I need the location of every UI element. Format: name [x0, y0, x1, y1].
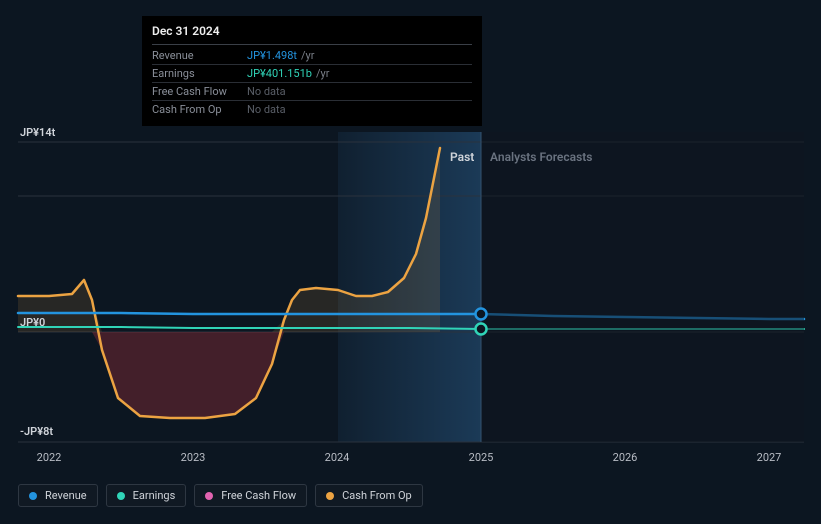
tooltip-row: Cash From OpNo data	[152, 101, 472, 118]
legend-dot	[205, 492, 213, 500]
chart-tooltip: Dec 31 2024 RevenueJP¥1.498t/yrEarningsJ…	[142, 16, 482, 126]
tooltip-row-label: Cash From Op	[152, 103, 247, 116]
x-axis-tick: 2022	[37, 451, 62, 464]
x-axis-tick: 2027	[757, 451, 782, 464]
x-axis-tick: 2026	[613, 451, 638, 464]
tooltip-row-value: No data	[247, 85, 286, 98]
tooltip-row-suffix: /yr	[301, 49, 314, 62]
tooltip-row-value: No data	[247, 103, 286, 116]
x-axis-tick: 2025	[469, 451, 494, 464]
x-axis-tick: 2024	[325, 451, 350, 464]
tooltip-date: Dec 31 2024	[152, 24, 472, 42]
y-axis-zero-label: JP¥0	[20, 316, 45, 329]
legend-item[interactable]: Free Cash Flow	[194, 484, 307, 507]
legend-label: Free Cash Flow	[221, 489, 296, 502]
y-axis-min-label: -JP¥8t	[20, 425, 53, 438]
y-axis-max-label: JP¥14t	[20, 126, 55, 139]
tooltip-divider	[152, 44, 472, 45]
past-label: Past	[450, 150, 474, 164]
legend-dot	[326, 492, 334, 500]
tooltip-row-value: JP¥1.498t	[247, 49, 297, 62]
legend-item[interactable]: Cash From Op	[315, 484, 423, 507]
legend-dot	[29, 492, 37, 500]
chart-legend: Revenue Earnings Free Cash Flow Cash From O…	[18, 484, 423, 507]
tooltip-row-label: Revenue	[152, 49, 247, 62]
tooltip-row-suffix: /yr	[316, 67, 329, 80]
x-axis-tick: 2023	[181, 451, 206, 464]
tooltip-row-label: Free Cash Flow	[152, 85, 247, 98]
tooltip-row: RevenueJP¥1.498t/yr	[152, 47, 472, 65]
forecast-label: Analysts Forecasts	[490, 150, 592, 164]
legend-item[interactable]: Earnings	[106, 484, 187, 507]
tooltip-row-value: JP¥401.151b	[247, 67, 312, 80]
legend-dot	[117, 492, 125, 500]
legend-label: Earnings	[133, 489, 176, 502]
tooltip-row: Free Cash FlowNo data	[152, 83, 472, 101]
tooltip-row: EarningsJP¥401.151b/yr	[152, 65, 472, 83]
legend-label: Revenue	[45, 489, 87, 502]
tooltip-row-label: Earnings	[152, 67, 247, 80]
legend-label: Cash From Op	[342, 489, 412, 502]
legend-item[interactable]: Revenue	[18, 484, 98, 507]
financial-chart: { "tooltip": { "x": 142, "y": 16, "date"…	[0, 0, 821, 524]
